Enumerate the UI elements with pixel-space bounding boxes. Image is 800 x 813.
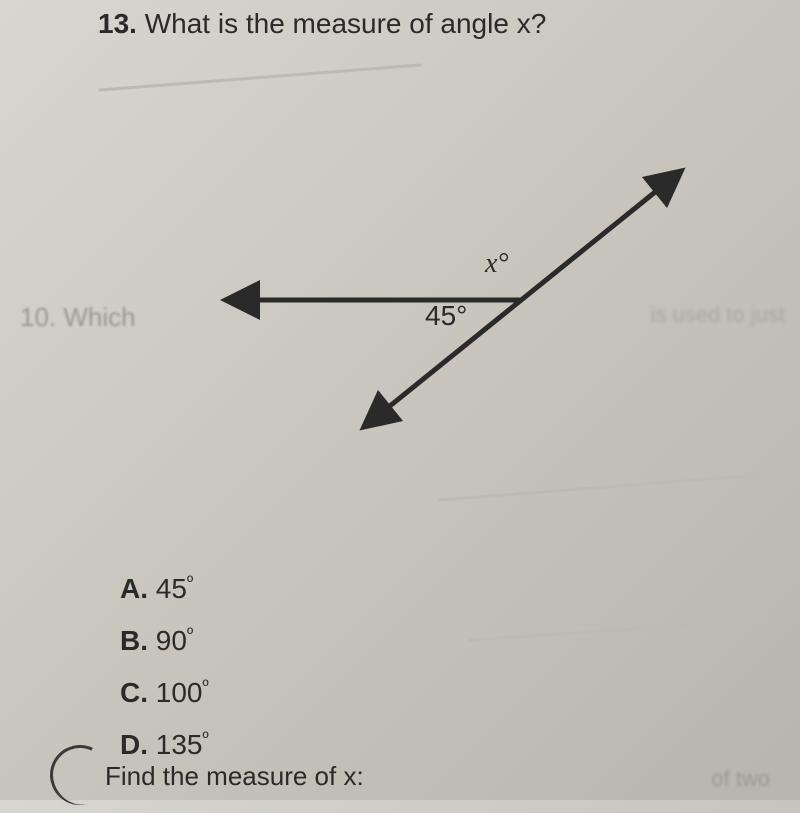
choice-b: B. 90º — [120, 620, 209, 662]
choice-letter: A. — [120, 573, 148, 604]
choice-value: 90 — [156, 625, 187, 656]
svg-text:45°: 45° — [425, 300, 467, 331]
bleed-through-bottom: of two — [711, 766, 770, 792]
next-question-partial: Find the measure of x: — [105, 761, 364, 792]
choice-value: 45 — [156, 573, 187, 604]
choice-c: C. 100º — [120, 672, 209, 714]
choice-letter: C. — [120, 677, 148, 708]
choice-letter: D. — [120, 729, 148, 760]
worksheet-page: 13. What is the measure of angle x? 10. … — [0, 0, 800, 800]
choice-d: D. 135º — [120, 724, 209, 766]
degree-symbol: º — [203, 677, 209, 696]
choice-value: 135 — [156, 729, 203, 760]
bleed-through-text-left: 10. Which — [20, 302, 136, 333]
choice-value: 100 — [156, 677, 203, 708]
svg-text:x°: x° — [484, 248, 509, 279]
angle-diagram: x° 45° — [200, 150, 700, 450]
degree-symbol: º — [203, 729, 209, 748]
answer-choices: A. 45º B. 90º C. 100º D. 135º — [120, 568, 209, 776]
choice-letter: B. — [120, 625, 148, 656]
degree-symbol: º — [187, 573, 193, 592]
degree-symbol: º — [187, 625, 193, 644]
choice-a: A. 45º — [120, 568, 209, 610]
